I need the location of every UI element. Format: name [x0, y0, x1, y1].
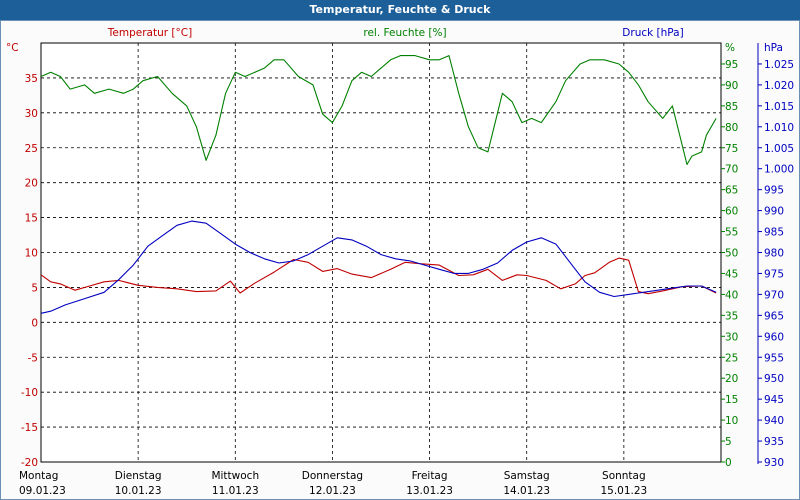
x-tick-day-2: Mittwoch [211, 470, 259, 482]
x-tick-day-5: Samstag [504, 470, 550, 482]
tick-label-temperature: -5 [28, 352, 38, 364]
tick-label-pressure: 1.000 [764, 164, 794, 176]
tick-label-temperature: -20 [21, 457, 38, 469]
tick-label-pressure: 940 [764, 415, 784, 427]
x-tick-date-0: 09.01.23 [19, 485, 66, 497]
tick-label-humidity: 10 [725, 415, 738, 427]
x-tick-day-3: Donnerstag [302, 470, 363, 482]
tick-label-humidity: 55 [725, 227, 738, 239]
tick-label-humidity: 30 [725, 331, 738, 343]
x-tick-date-1: 10.01.23 [115, 485, 162, 497]
tick-label-pressure: 935 [764, 436, 784, 448]
x-tick-day-4: Freitag [412, 470, 448, 482]
tick-label-pressure: 985 [764, 227, 784, 239]
tick-label-humidity: 70 [725, 164, 738, 176]
tick-label-temperature: 35 [25, 73, 38, 85]
tick-label-temperature: 10 [25, 248, 38, 260]
tick-label-humidity: 50 [725, 248, 738, 260]
chart-frame: -20 -15 -10 -5 0 5 10 15 20 25 30 35 °C 0 5 10 15 20 25 30 3… [0, 20, 800, 500]
tick-label-humidity: 60 [725, 206, 738, 218]
tick-label-humidity: 75 [725, 143, 738, 155]
tick-label-temperature: 15 [25, 213, 38, 225]
unit-label-temperature: °C [6, 42, 19, 54]
tick-label-pressure: 975 [764, 268, 784, 280]
tick-label-pressure: 955 [764, 352, 784, 364]
tick-label-humidity: 95 [725, 59, 738, 71]
tick-label-humidity: 45 [725, 268, 738, 280]
tick-label-humidity: 40 [725, 289, 738, 301]
tick-label-pressure: 950 [764, 373, 784, 385]
tick-label-humidity: 0 [725, 457, 732, 469]
tick-label-temperature: 30 [25, 108, 38, 120]
tick-label-humidity: 35 [725, 310, 738, 322]
x-tick-date-4: 13.01.23 [406, 485, 453, 497]
tick-label-pressure: 930 [764, 457, 784, 469]
x-tick-date-5: 14.01.23 [503, 485, 550, 497]
tick-label-humidity: 5 [725, 436, 732, 448]
tick-label-pressure: 945 [764, 394, 784, 406]
tick-label-humidity: 25 [725, 352, 738, 364]
tick-label-pressure: 965 [764, 310, 784, 322]
tick-label-humidity: 65 [725, 185, 738, 197]
series-line-rel-feuchte [40, 55, 717, 166]
tick-label-humidity: 15 [725, 394, 738, 406]
tick-label-pressure: 960 [764, 331, 784, 343]
tick-label-pressure: 990 [764, 206, 784, 218]
chart-title: Temperatur, Feuchte & Druck [0, 0, 800, 20]
series-line-temperatur [40, 257, 717, 295]
x-tick-date-2: 11.01.23 [212, 485, 259, 497]
tick-label-temperature: -15 [21, 422, 38, 434]
tick-label-temperature: -10 [21, 387, 38, 399]
x-tick-date-3: 12.01.23 [309, 485, 356, 497]
x-tick-date-6: 15.01.23 [600, 485, 647, 497]
tick-label-temperature: 5 [31, 282, 38, 294]
tick-label-pressure: 1.020 [764, 80, 794, 92]
tick-label-pressure: 970 [764, 289, 784, 301]
tick-label-pressure: 1.005 [764, 143, 794, 155]
axis-title-pressure: Druck [hPa] [622, 27, 683, 39]
chart-canvas: -20 -15 -10 -5 0 5 10 15 20 25 30 35 °C 0 5 10 15 20 25 30 3… [6, 27, 794, 497]
axis-title-humidity: rel. Feuchte [%] [363, 27, 446, 39]
series-line-druck [40, 220, 717, 314]
tick-label-humidity: 90 [725, 80, 738, 92]
tick-label-temperature: 20 [25, 178, 38, 190]
tick-label-pressure: 1.025 [764, 59, 794, 71]
x-tick-day-1: Dienstag [115, 470, 162, 482]
tick-label-pressure: 980 [764, 248, 784, 260]
tick-label-temperature: 25 [25, 143, 38, 155]
tick-label-pressure: 1.010 [764, 122, 794, 134]
x-tick-day-0: Montag [19, 470, 58, 482]
tick-label-pressure: 1.015 [764, 101, 794, 113]
axis-title-temperature: Temperatur [°C] [107, 27, 192, 39]
tick-label-pressure: 995 [764, 185, 784, 197]
x-tick-day-6: Sonntag [602, 470, 646, 482]
unit-label-pressure: hPa [764, 42, 783, 54]
tick-label-humidity: 85 [725, 101, 738, 113]
tick-label-humidity: 80 [725, 122, 738, 134]
tick-label-temperature: 0 [31, 317, 38, 329]
unit-label-humidity: % [725, 42, 735, 54]
tick-label-humidity: 20 [725, 373, 738, 385]
